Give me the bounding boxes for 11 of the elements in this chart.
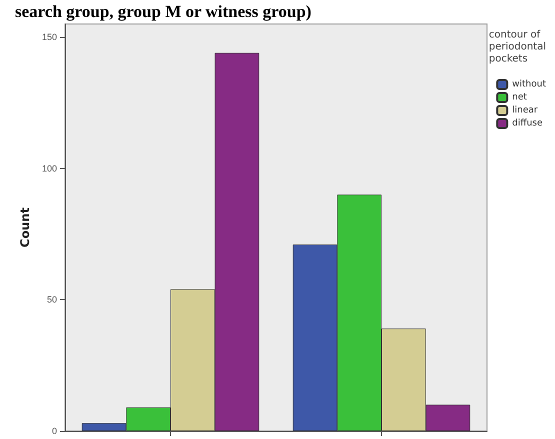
y-tick-label: 100	[42, 163, 57, 174]
legend-label: diffuse	[512, 118, 543, 128]
chart-title: search group, group M or witness group)	[15, 2, 312, 21]
y-tick-label: 150	[42, 32, 57, 42]
legend-label: linear	[512, 106, 538, 116]
y-axis-title: Count	[18, 207, 32, 248]
legend-label: net	[512, 92, 528, 102]
legend-label: without	[512, 80, 546, 90]
y-tick-label: 50	[46, 294, 57, 305]
y-tick-label: 0	[52, 426, 57, 436]
legend-title: contour of periodontal pockets	[488, 30, 546, 64]
